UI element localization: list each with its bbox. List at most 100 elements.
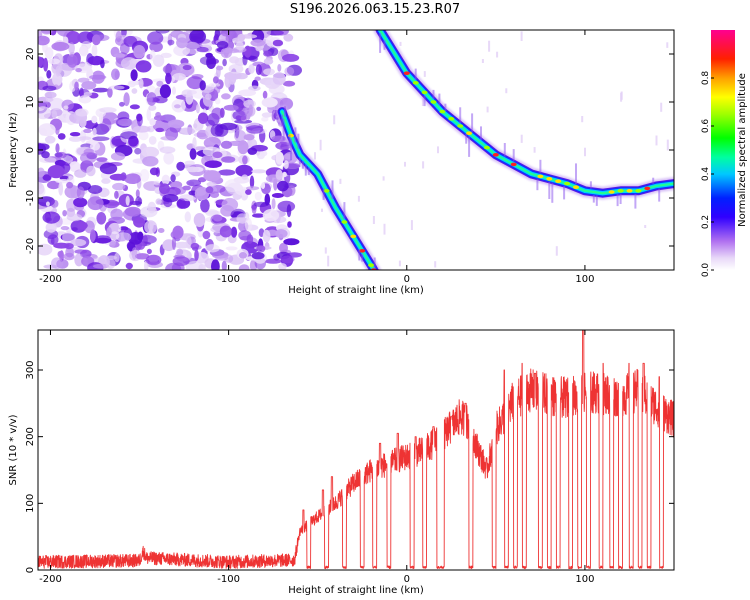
trail-hotspot xyxy=(341,220,348,224)
noise-blob xyxy=(96,212,107,225)
noise-blob xyxy=(243,134,255,141)
noise-blob xyxy=(73,197,88,208)
noise-blob xyxy=(38,106,52,120)
noise-blob xyxy=(202,230,211,240)
noise-blob xyxy=(179,127,197,135)
noise-blob xyxy=(96,157,108,162)
snr-ylabel: SNR (10 * v/v) xyxy=(8,414,19,485)
noise-blob xyxy=(205,186,214,194)
noise-speck xyxy=(319,139,322,151)
noise-field xyxy=(38,30,669,270)
noise-blob xyxy=(47,234,59,246)
noise-blob xyxy=(42,174,52,181)
noise-blob xyxy=(261,116,269,122)
noise-blob xyxy=(223,104,239,111)
noise-blob xyxy=(38,196,55,207)
spectrogram-y-tick-label: 10 xyxy=(25,96,36,109)
trail-hotspot xyxy=(466,131,473,135)
noise-blob xyxy=(92,87,109,93)
noise-blob xyxy=(282,53,300,62)
snr-x-tick-label: -200 xyxy=(39,574,62,585)
noise-blob xyxy=(149,118,156,126)
noise-blob xyxy=(245,189,252,195)
noise-blob xyxy=(110,152,126,161)
noise-blob xyxy=(249,175,255,189)
noise-blob xyxy=(203,170,221,182)
noise-blob xyxy=(138,78,144,89)
noise-blob xyxy=(211,40,217,45)
noise-speck xyxy=(372,216,375,224)
noise-blob xyxy=(261,97,278,108)
trail-hotspot xyxy=(546,177,553,181)
trail-streak xyxy=(575,163,577,185)
noise-blob xyxy=(200,198,210,213)
noise-blob xyxy=(199,56,215,65)
trail-streak xyxy=(444,103,447,111)
noise-blob xyxy=(99,162,118,175)
noise-blob xyxy=(45,222,57,233)
noise-blob xyxy=(155,198,162,205)
noise-blob xyxy=(279,242,288,254)
noise-blob xyxy=(278,263,287,270)
spectrogram-x-tick-label: 0 xyxy=(404,274,410,285)
noise-blob xyxy=(146,108,152,121)
noise-blob xyxy=(247,147,258,155)
noise-blob xyxy=(219,225,232,238)
noise-blob xyxy=(83,128,92,134)
noise-blob xyxy=(194,146,206,151)
noise-blob xyxy=(242,155,248,165)
noise-blob xyxy=(274,229,288,239)
noise-blob xyxy=(47,165,65,179)
noise-speck xyxy=(496,51,499,58)
noise-blob xyxy=(51,41,70,51)
trail-hotspot xyxy=(350,234,357,239)
noise-blob xyxy=(248,64,255,74)
noise-blob xyxy=(255,46,262,52)
noise-blob xyxy=(221,197,239,212)
noise-blob xyxy=(208,82,221,88)
noise-blob xyxy=(86,165,96,177)
noise-blob xyxy=(182,185,191,191)
trail-hotspot xyxy=(608,190,615,194)
noise-blob xyxy=(144,220,158,234)
noise-blob xyxy=(268,84,285,95)
noise-blob xyxy=(197,112,209,124)
noise-blob xyxy=(225,246,238,251)
noise-blob xyxy=(167,39,175,46)
trail-streak xyxy=(373,257,376,269)
noise-speck xyxy=(520,134,523,143)
noise-blob xyxy=(65,246,74,258)
trail-streak xyxy=(361,253,364,262)
trail-streak xyxy=(616,194,619,207)
snr-x-tick-label: 0 xyxy=(404,574,410,585)
trail-streak xyxy=(619,193,622,204)
snr-line-layer xyxy=(38,330,674,570)
noise-speck xyxy=(666,42,669,48)
noise-blob xyxy=(48,58,61,65)
noise-blob xyxy=(43,57,49,72)
noise-blob xyxy=(149,41,163,52)
noise-blob xyxy=(261,182,266,189)
trail-layer xyxy=(275,30,674,270)
noise-speck xyxy=(421,97,424,106)
noise-blob xyxy=(38,183,45,195)
trail-streak xyxy=(290,138,292,161)
noise-blob xyxy=(212,214,223,222)
noise-blob xyxy=(127,80,136,88)
noise-blob xyxy=(248,104,253,116)
noise-blob xyxy=(243,99,256,108)
colorbar-tick-label: 0.4 xyxy=(701,167,711,182)
noise-blob xyxy=(264,258,282,264)
noise-blob xyxy=(263,68,275,76)
noise-blob xyxy=(287,221,292,228)
noise-blob xyxy=(234,130,247,142)
noise-speck xyxy=(410,220,413,230)
noise-blob xyxy=(92,136,110,141)
snr-x-tick-label: 100 xyxy=(575,574,594,585)
noise-blob xyxy=(212,76,219,84)
noise-speck xyxy=(666,139,669,151)
snr-frame xyxy=(37,329,675,571)
trail-streak xyxy=(414,68,417,80)
noise-blob xyxy=(205,93,212,100)
